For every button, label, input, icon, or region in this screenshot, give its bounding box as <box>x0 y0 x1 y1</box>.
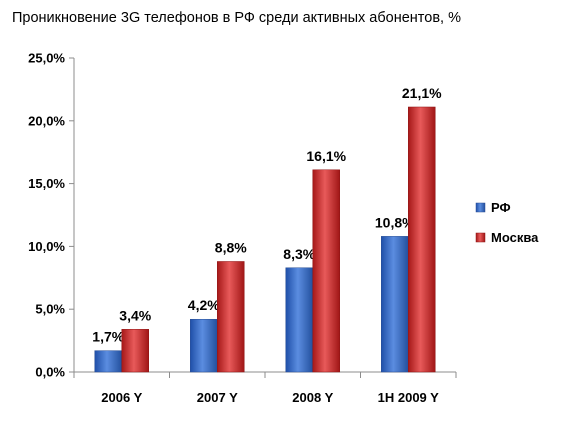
bar-rf <box>285 267 313 373</box>
y-tick-label: 25,0% <box>28 51 65 66</box>
data-label: 1,7% <box>92 329 124 345</box>
bar-moscow <box>408 106 436 373</box>
x-tick-label: 1H 2009 Y <box>378 390 440 405</box>
data-label: 8,3% <box>283 246 315 262</box>
y-tick-label: 15,0% <box>28 176 65 191</box>
bar-rf <box>381 236 409 373</box>
data-label: 16,1% <box>306 148 346 164</box>
data-label: 4,2% <box>188 297 220 313</box>
legend: РФ Москва <box>475 200 539 245</box>
legend-swatch <box>475 202 486 213</box>
data-label: 21,1% <box>402 85 442 101</box>
x-tick-label: 2007 Y <box>197 390 238 405</box>
legend-swatch <box>475 232 486 243</box>
y-tick-label: 0,0% <box>35 365 65 380</box>
legend-label: РФ <box>491 200 511 215</box>
axes: 0,0% 5,0% 10,0% 15,0% 20,0% 25,0% 2006 Y 2007 Y… <box>28 51 457 405</box>
data-label: 8,8% <box>215 239 247 255</box>
bar-moscow <box>121 329 149 373</box>
y-tick-label: 10,0% <box>28 239 65 254</box>
legend-label: Москва <box>491 230 539 245</box>
chart-title: Проникновение 3G телефонов в РФ среди ак… <box>12 10 461 26</box>
bar-rf <box>94 350 122 373</box>
bars: 1,7% 3,4% 4,2% 8,8% 8,3% 16,1% 10,8% 21,1% <box>92 85 442 373</box>
y-tick-label: 5,0% <box>35 302 65 317</box>
x-tick-label: 2008 Y <box>292 390 333 405</box>
bar-moscow <box>217 261 245 373</box>
data-label: 3,4% <box>119 307 151 323</box>
bar-moscow <box>312 169 340 373</box>
bar-rf <box>190 318 218 373</box>
data-label: 10,8% <box>375 214 415 230</box>
x-tick-label: 2006 Y <box>101 390 142 405</box>
y-tick-label: 20,0% <box>28 113 65 128</box>
